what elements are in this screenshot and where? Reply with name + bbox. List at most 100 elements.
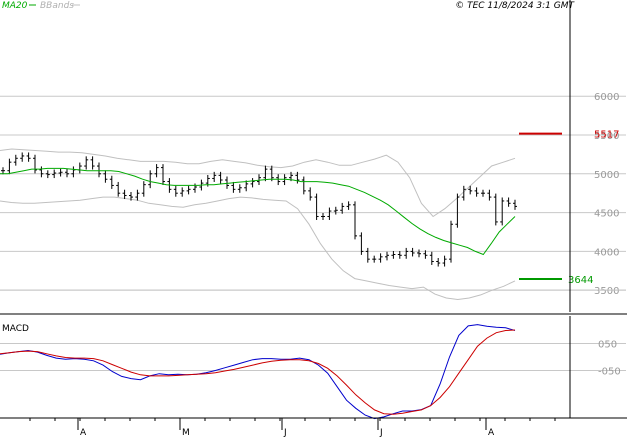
support-level-label: 3644 (568, 275, 593, 286)
ohlc-bar (327, 207, 332, 220)
ohlc-bar (90, 156, 95, 170)
ohlc-bar (487, 189, 492, 201)
ma20-line (0, 167, 516, 256)
ohlc-bar (250, 178, 255, 188)
ohlc-bar (231, 181, 236, 193)
ohlc-bar (365, 247, 370, 263)
ohlc-bar (65, 168, 69, 178)
resistance-level-label: 5517 (594, 130, 619, 141)
ohlc-bar (77, 162, 82, 174)
ohlc-bar (148, 170, 153, 189)
ohlc-bar (52, 169, 57, 179)
macd-title: MACD (2, 324, 29, 334)
ohlc-bar (321, 212, 325, 220)
ohlc-bar (33, 154, 37, 174)
ohlc-bar (26, 152, 31, 162)
ohlc-bar (301, 176, 306, 195)
ohlc-bar (58, 168, 63, 177)
ohlc-bar (269, 165, 274, 182)
ohlc-bar (109, 175, 114, 189)
ohlc-bar (237, 184, 242, 193)
price-tick-label: 3500 (594, 286, 619, 297)
price-tick-label: 4500 (594, 209, 619, 220)
ohlc-bar (410, 247, 415, 257)
macd-line (0, 324, 516, 420)
ohlc-bar (404, 247, 409, 259)
ohlc-bar (449, 220, 453, 263)
signal-line (0, 329, 516, 415)
ma20-legend-label: MA20 (2, 1, 28, 11)
ohlc-bar (397, 251, 402, 259)
macd-tick-label: 050 (598, 340, 617, 351)
ohlc-bar (7, 158, 12, 175)
ohlc-bar (173, 185, 178, 197)
price-tick-label: 5500 (594, 131, 619, 142)
ohlc-bar (372, 255, 377, 263)
ohlc-bar (39, 166, 44, 178)
ohlc-bar (474, 187, 479, 197)
price-tick-label: 6000 (594, 92, 619, 103)
ohlc-bar (506, 197, 511, 207)
ohlc-bar (391, 251, 396, 259)
month-tick-label: A (488, 428, 495, 438)
ohlc-bar (122, 189, 127, 200)
ohlc-bar (186, 185, 191, 195)
ohlc-bar (129, 192, 133, 201)
ohlc-bar (212, 171, 217, 182)
ohlc-bar (468, 185, 473, 195)
ohlc-bar (263, 165, 268, 182)
ohlc-bar (154, 164, 159, 178)
ohlc-bar (1, 167, 5, 175)
ohlc-bar (436, 257, 441, 267)
ohlc-bar (346, 201, 351, 210)
ohlc-bar (353, 201, 357, 240)
ohlc-bar (481, 189, 485, 197)
ohlc-bar (461, 185, 466, 201)
macd-panel: MACD 050 -050 (0, 324, 626, 420)
copyright-label: © TEC 11/8/2024 3:1 GMT (455, 1, 575, 11)
ohlc-bar (103, 170, 108, 183)
ohlc-bar (13, 154, 18, 166)
ohlc-bar (225, 176, 229, 189)
ohlc-bar (385, 251, 389, 261)
macd-tick-label: -050 (598, 367, 621, 378)
ohlc-bar (314, 193, 319, 220)
month-tick-label: J (379, 428, 383, 438)
ohlc-bar (295, 171, 300, 184)
ohlc-bar (84, 156, 89, 170)
ohlc-bar (257, 174, 261, 186)
bbands-upper-line (0, 148, 516, 218)
ohlc-bar (116, 181, 121, 197)
price-panel: 3500 4000 4500 5000 5500 6000 5517 3644 (0, 92, 626, 301)
ohlc-bar (308, 187, 313, 201)
ohlc-bar (378, 253, 383, 263)
ohlc-bar (20, 152, 25, 162)
bbands-lower-line (0, 196, 516, 301)
price-tick-label: 5000 (594, 170, 619, 181)
ohlc-bar (429, 251, 434, 265)
ohlc-bar (442, 255, 447, 267)
ohlc-bar (97, 162, 101, 178)
ohlc-bar (340, 202, 345, 214)
ohlc-bar (71, 166, 76, 178)
month-tick-label: M (182, 428, 190, 438)
ohlc-bar (193, 183, 197, 193)
ohlc-bar (180, 187, 185, 197)
ohlc-bar (417, 249, 421, 258)
ohlc-bar (45, 170, 50, 179)
ohlc-bar (333, 206, 338, 215)
ohlc-bar (455, 193, 460, 228)
ohlc-bar (218, 171, 223, 184)
ohlc-bar (161, 164, 165, 186)
ohlc-bar (493, 193, 498, 226)
ohlc-bar (513, 199, 517, 210)
month-tick-label: J (283, 428, 287, 438)
price-tick-label: 4000 (594, 247, 619, 258)
ohlc-bar (500, 197, 505, 226)
ohlc-bar (141, 181, 146, 197)
month-tick-label: A (80, 428, 87, 438)
ohlc-bar (423, 250, 428, 259)
ohlc-bar (359, 232, 364, 255)
ohlc-bar (244, 180, 249, 192)
